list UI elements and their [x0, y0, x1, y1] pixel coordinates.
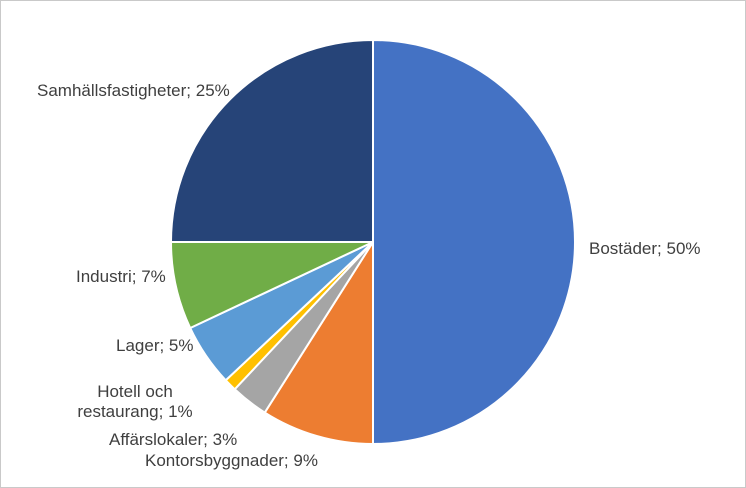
slice-label-bostader: Bostäder; 50% — [589, 239, 701, 258]
slice-label-kontorsbyggnader: Kontorsbyggnader; 9% — [145, 451, 318, 470]
slice-label-affarslokaler: Affärslokaler; 3% — [109, 430, 238, 449]
slice-label-lager: Lager; 5% — [116, 336, 194, 355]
pie-slice-1-kontorsbyggnader — [263, 241, 374, 445]
slice-label-hotell-och-restaurang: Hotell och restaurang; 1% — [77, 382, 193, 421]
slice-label-samhallsfastigheter: Samhällsfastigheter; 25% — [37, 81, 230, 100]
pie-slice-0-bost-der — [372, 39, 576, 445]
pie-slice-6-samh-llsfastigheter — [170, 39, 374, 243]
slice-label-industri: Industri; 7% — [76, 267, 166, 286]
